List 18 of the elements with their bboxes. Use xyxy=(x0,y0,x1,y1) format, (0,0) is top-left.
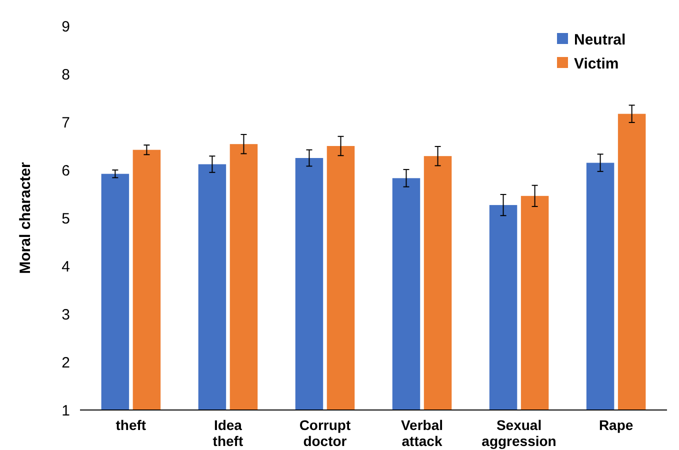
x-tick-label: theft xyxy=(116,417,146,433)
y-tick-label: 3 xyxy=(62,306,70,324)
x-tick-label: Corrupt doctor xyxy=(299,417,351,449)
y-axis-title: Moral character xyxy=(17,162,34,274)
x-tick-label: Rape xyxy=(598,417,634,433)
x-tick-label: Verbal attack xyxy=(400,417,444,449)
y-tick-label: 7 xyxy=(62,114,70,132)
y-tick-label: 9 xyxy=(62,18,70,36)
x-tick-label: Idea theft xyxy=(212,417,244,449)
y-tick-label: 8 xyxy=(62,66,70,84)
y-tick-label: 5 xyxy=(62,210,70,228)
y-tick-label: 1 xyxy=(62,402,70,420)
y-tick-label: 6 xyxy=(62,162,70,180)
y-tick-label: 4 xyxy=(62,258,70,276)
legend-label: Victim xyxy=(574,55,619,72)
y-tick-label: 2 xyxy=(62,354,70,372)
legend-label: Neutral xyxy=(574,31,626,48)
x-tick-label: Sexual aggression xyxy=(482,417,556,449)
